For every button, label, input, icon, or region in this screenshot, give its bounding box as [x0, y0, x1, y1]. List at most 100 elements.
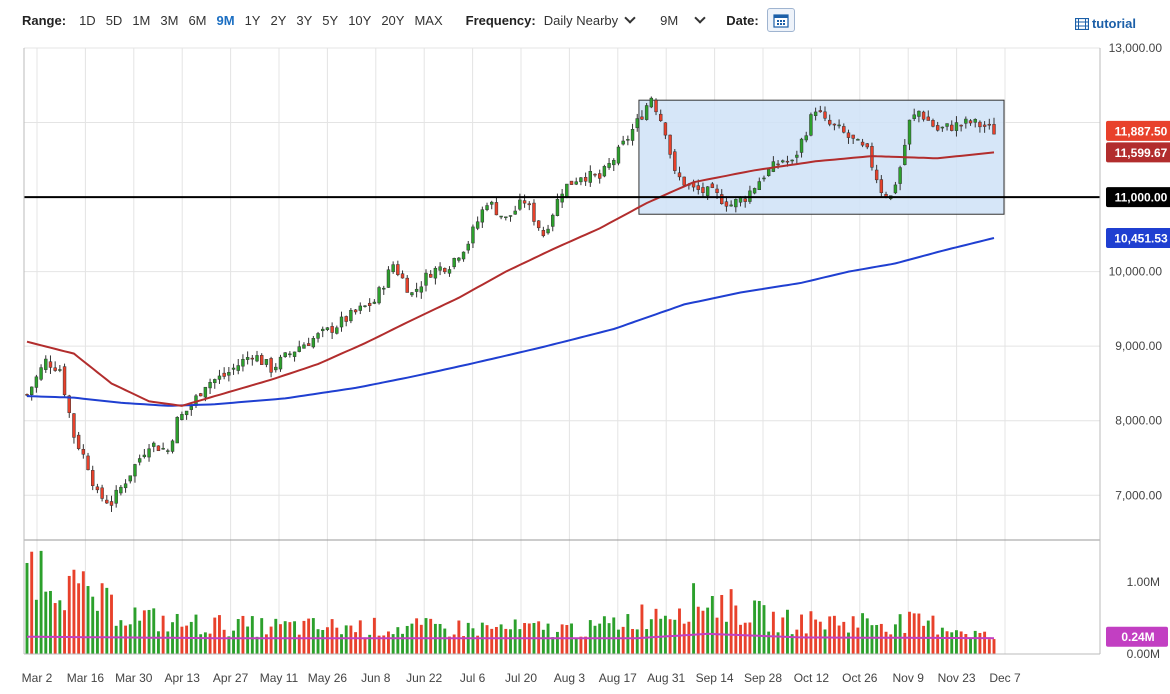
- candle-body: [504, 216, 508, 219]
- volume-bar: [180, 626, 184, 654]
- volume-bar: [851, 616, 855, 654]
- volume-bar: [804, 633, 808, 654]
- candle-body: [161, 447, 165, 450]
- candle-body: [480, 209, 485, 223]
- tutorial-link[interactable]: tutorial: [1074, 16, 1136, 31]
- period-dropdown[interactable]: 9M: [660, 12, 706, 28]
- x-tick-label: Sep 14: [696, 671, 734, 685]
- candle-body: [184, 410, 189, 416]
- candle-body: [513, 210, 517, 215]
- candle-body: [837, 124, 841, 127]
- candle-body: [729, 204, 733, 207]
- range-button-9m[interactable]: 9M: [216, 12, 235, 28]
- candle-body: [898, 167, 902, 184]
- ma-short-line: [26, 151, 995, 407]
- range-button-5y[interactable]: 5Y: [322, 12, 339, 28]
- volume-bar: [415, 618, 419, 654]
- volume-bar: [72, 569, 76, 654]
- volume-bar: [964, 634, 968, 654]
- candle-body: [292, 351, 297, 357]
- candle-body: [137, 458, 142, 463]
- range-button-2y[interactable]: 2Y: [270, 12, 287, 28]
- candle-body: [72, 413, 76, 438]
- volume-bar: [518, 629, 522, 654]
- volume-bar: [67, 575, 71, 654]
- x-tick-label: May 26: [308, 671, 348, 685]
- candle-body: [391, 264, 395, 273]
- range-button-5d[interactable]: 5D: [105, 12, 123, 28]
- range-button-3m[interactable]: 3M: [160, 12, 179, 28]
- volume-bar: [940, 627, 944, 654]
- volume-bar: [908, 611, 911, 654]
- calendar-button[interactable]: [766, 8, 795, 32]
- candle-body: [696, 185, 700, 190]
- candle-body: [367, 302, 372, 306]
- range-button-20y[interactable]: 20Y: [381, 12, 405, 28]
- candle-body: [461, 251, 466, 260]
- volume-bar: [396, 627, 400, 654]
- candle-body: [785, 160, 790, 163]
- range-button-1d[interactable]: 1D: [79, 12, 96, 28]
- volume-bar: [504, 628, 508, 654]
- candle-body: [222, 372, 226, 377]
- candle-body: [175, 417, 179, 444]
- range-buttons: 1D 5D 1M 3M 6M 9M 1Y 2Y 3Y 5Y 10Y 20Y MAX: [74, 13, 448, 28]
- volume-bar: [602, 616, 606, 654]
- candle-body: [189, 406, 193, 410]
- range-button-10y[interactable]: 10Y: [348, 12, 372, 28]
- x-tick-label: Sep 28: [744, 671, 782, 685]
- y-tick-label: 9,000.00: [1115, 339, 1162, 353]
- candle-body: [306, 343, 311, 346]
- volume-bar: [612, 617, 616, 654]
- volume-bar: [593, 625, 597, 654]
- frequency-dropdown[interactable]: Daily Nearby: [544, 12, 636, 28]
- volume-bar: [795, 629, 799, 654]
- volume-bar: [114, 625, 118, 654]
- candle-body: [213, 379, 217, 384]
- volume-bar: [255, 636, 259, 654]
- film-icon: [1074, 17, 1089, 30]
- volume-bar: [494, 626, 498, 654]
- candle-body: [316, 333, 320, 339]
- range-button-1m[interactable]: 1M: [132, 12, 151, 28]
- volume-bar: [837, 625, 841, 654]
- candle-body: [734, 199, 738, 208]
- volume-bar: [945, 631, 949, 654]
- range-button-max[interactable]: MAX: [414, 12, 443, 28]
- candles: [25, 96, 996, 512]
- volume-bars: [24, 539, 1100, 654]
- range-button-6m[interactable]: 6M: [188, 12, 207, 28]
- volume-bar: [631, 628, 634, 654]
- candle-body: [208, 382, 212, 389]
- candle-body: [269, 358, 273, 373]
- volume-bar: [729, 589, 733, 654]
- candle-body: [274, 366, 278, 371]
- x-tick-label: Mar 16: [67, 671, 105, 685]
- candle-body: [278, 356, 283, 370]
- candle-body: [91, 470, 95, 487]
- volume-bar: [710, 596, 714, 654]
- volume-bar: [786, 609, 789, 654]
- volume-bar: [344, 625, 348, 654]
- volume-bar: [335, 627, 339, 654]
- volume-bar: [175, 613, 179, 654]
- range-button-1y[interactable]: 1Y: [244, 12, 261, 28]
- candle-body: [668, 134, 672, 155]
- volume-bar: [147, 609, 151, 654]
- candle-body: [419, 286, 424, 293]
- candle-body: [766, 168, 771, 176]
- volume-bar: [776, 632, 780, 654]
- candle-body: [593, 173, 597, 176]
- volume-bar: [513, 619, 517, 654]
- candle-body: [382, 287, 386, 290]
- candle-body: [29, 386, 34, 395]
- x-tick-label: Dec 7: [989, 671, 1021, 685]
- candle-body: [846, 132, 851, 138]
- range-button-3y[interactable]: 3Y: [296, 12, 313, 28]
- candle-body: [959, 124, 963, 127]
- volume-bar: [213, 617, 217, 654]
- volume-bar: [372, 617, 376, 654]
- candle-body: [330, 326, 334, 333]
- candle-body: [325, 327, 330, 330]
